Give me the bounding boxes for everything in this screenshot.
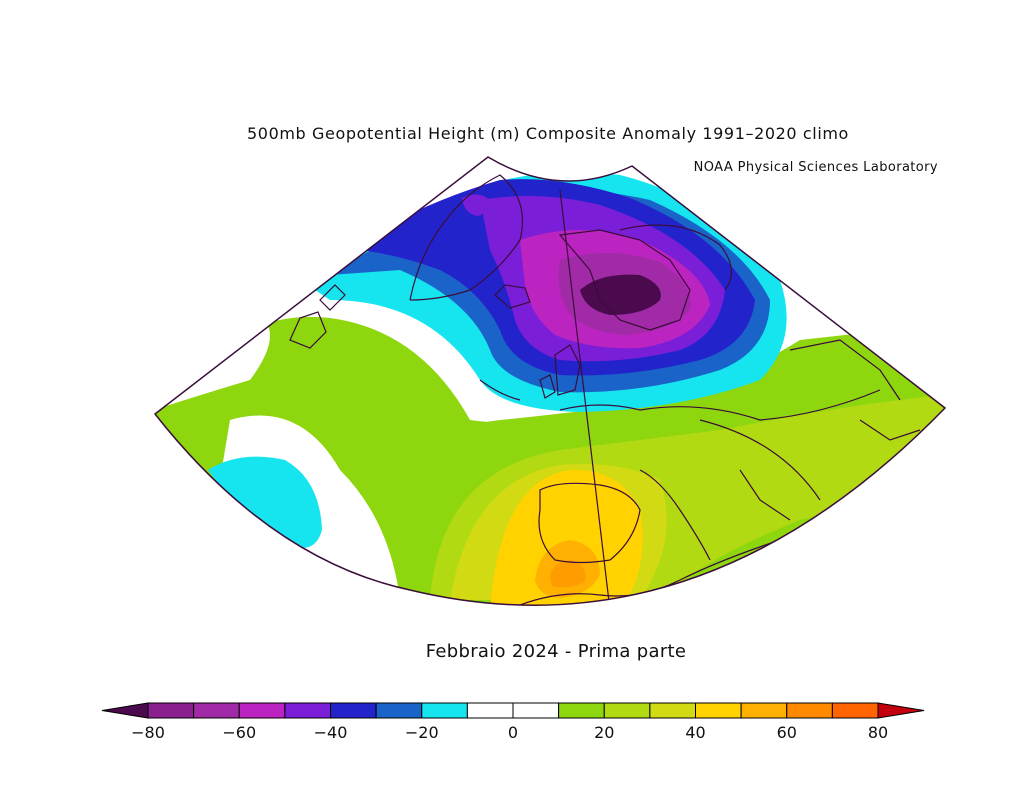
colorbar-swatch — [558, 702, 605, 719]
colorbar-tick-label: 60 — [777, 723, 797, 742]
colorbar-swatch — [375, 702, 423, 719]
coastlines — [289, 174, 921, 606]
colorbar-tick-label: −20 — [405, 723, 439, 742]
colorbar-tick-label: −40 — [314, 723, 348, 742]
colorbar-swatch — [512, 702, 560, 719]
colorbar-tick-label: 20 — [594, 723, 614, 742]
colorbar-swatch — [421, 702, 468, 719]
anomaly-field — [155, 157, 945, 606]
colorbar-tick-label: 40 — [685, 723, 705, 742]
colorbar-swatch — [238, 702, 286, 719]
colorbar-swatch — [466, 702, 514, 719]
colorbar-swatch — [330, 702, 377, 719]
map-caption: Febbraio 2024 - Prima parte — [425, 641, 687, 662]
colorbar-tick-label: −60 — [222, 723, 256, 742]
colorbar-tick-label: 80 — [868, 723, 888, 742]
colorbar-swatch — [831, 702, 879, 719]
colorbar-swatch — [284, 702, 331, 719]
colorbar-tick-label: −80 — [131, 723, 165, 742]
map-title: 500mb Geopotential Height (m) Composite … — [247, 124, 849, 143]
colorbar-cap-high — [877, 702, 925, 719]
colorbar-swatch — [740, 702, 788, 719]
map-boundary — [153, 156, 947, 606]
colorbar-cap-low — [101, 702, 149, 719]
colorbar-swatch — [786, 702, 833, 719]
credit-label: NOAA Physical Sciences Laboratory — [693, 160, 938, 175]
colorbar-tick-label: 0 — [508, 723, 518, 742]
colorbar-swatch — [193, 702, 240, 719]
colorbar-swatch — [695, 702, 742, 719]
colorbar-swatch — [649, 702, 696, 719]
colorbar: −80 −60 −40 −20 0 20 40 60 80 — [101, 702, 925, 742]
colorbar-swatch — [603, 702, 651, 719]
colorbar-swatch — [147, 702, 195, 719]
